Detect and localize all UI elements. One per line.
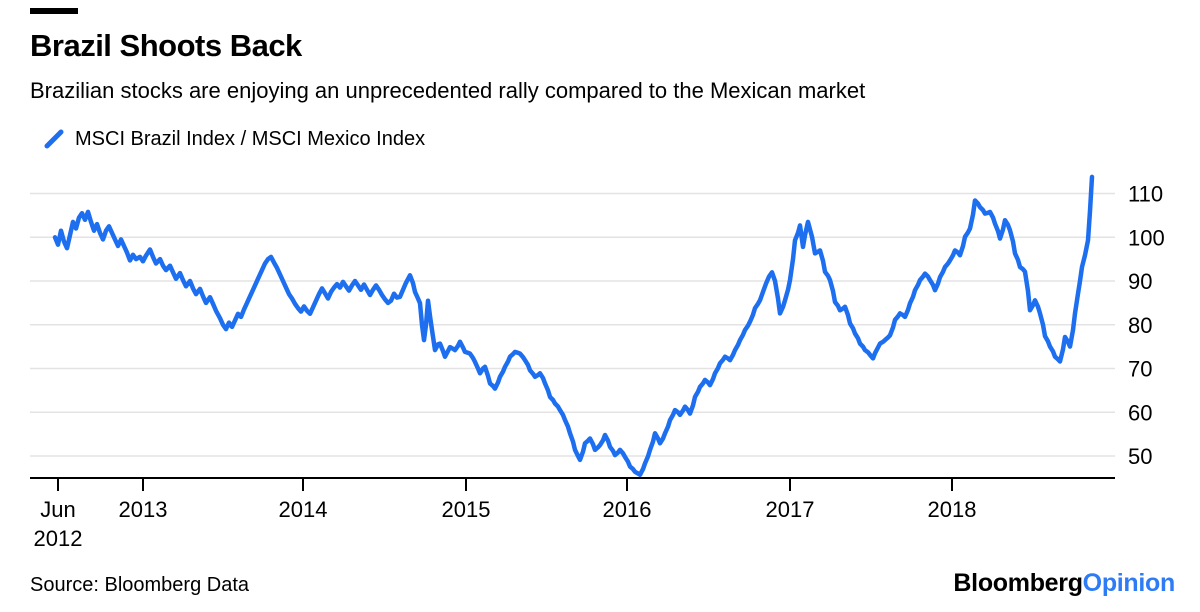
x-axis-label-year: 2012: [34, 526, 83, 551]
legend: MSCI Brazil Index / MSCI Mexico Index: [42, 127, 425, 151]
x-axis-label: 2018: [928, 497, 977, 522]
y-axis-label: 60: [1128, 400, 1152, 425]
headline-topper-bar: [30, 8, 78, 14]
y-axis-label: 100: [1128, 225, 1165, 250]
y-axis-label: 80: [1128, 313, 1152, 338]
x-axis-label: 2016: [603, 497, 652, 522]
y-axis-label: 90: [1128, 269, 1152, 294]
x-axis-label: 2017: [766, 497, 815, 522]
x-axis-label: 2014: [279, 497, 328, 522]
logo-opinion: Opinion: [1082, 569, 1176, 597]
x-axis-label: 2013: [119, 497, 168, 522]
series-line: [52, 174, 1095, 478]
y-axis-label: 70: [1128, 357, 1152, 382]
y-axis-label: 50: [1128, 444, 1152, 469]
legend-slash-icon: [44, 129, 64, 149]
chart-subtitle: Brazilian stocks are enjoying an unprece…: [30, 78, 866, 103]
legend-label: MSCI Brazil Index / MSCI Mexico Index: [75, 127, 426, 150]
x-axis-label: 2015: [442, 497, 491, 522]
y-axis-label: 110: [1128, 182, 1163, 207]
chart-title: Brazil Shoots Back: [30, 28, 302, 63]
source-attribution: Source: Bloomberg Data: [30, 574, 250, 596]
logo-bloomberg: Bloomberg: [953, 569, 1083, 597]
bloomberg-opinion-logo: BloombergOpinion: [953, 569, 1175, 598]
x-axis-label: Jun: [40, 497, 75, 522]
